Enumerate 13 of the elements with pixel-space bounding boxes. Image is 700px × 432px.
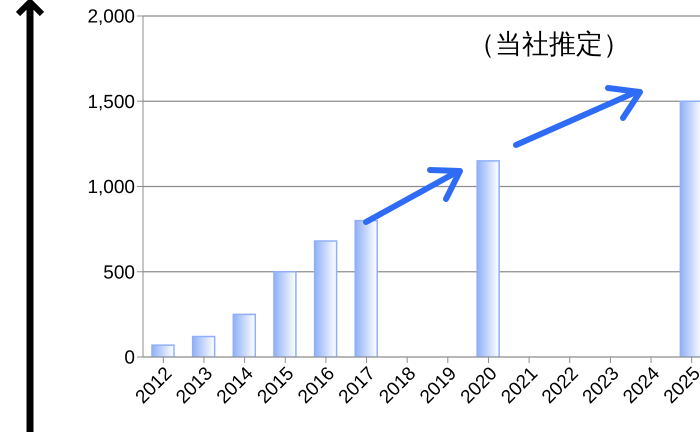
bar — [314, 240, 338, 357]
bar — [192, 336, 216, 357]
y-tick-label: 500 — [103, 262, 135, 284]
bar — [354, 220, 378, 357]
bar — [273, 271, 297, 357]
y-tick-label: 1,500 — [87, 92, 135, 113]
annotation: （当社推定） — [468, 28, 630, 62]
y-tick-label: 1,000 — [87, 177, 135, 198]
y-tick-label: 2,000 — [87, 6, 135, 28]
y-tick-label: 0 — [124, 348, 135, 369]
bar — [151, 344, 175, 357]
bar — [232, 314, 256, 357]
bar — [476, 160, 500, 357]
